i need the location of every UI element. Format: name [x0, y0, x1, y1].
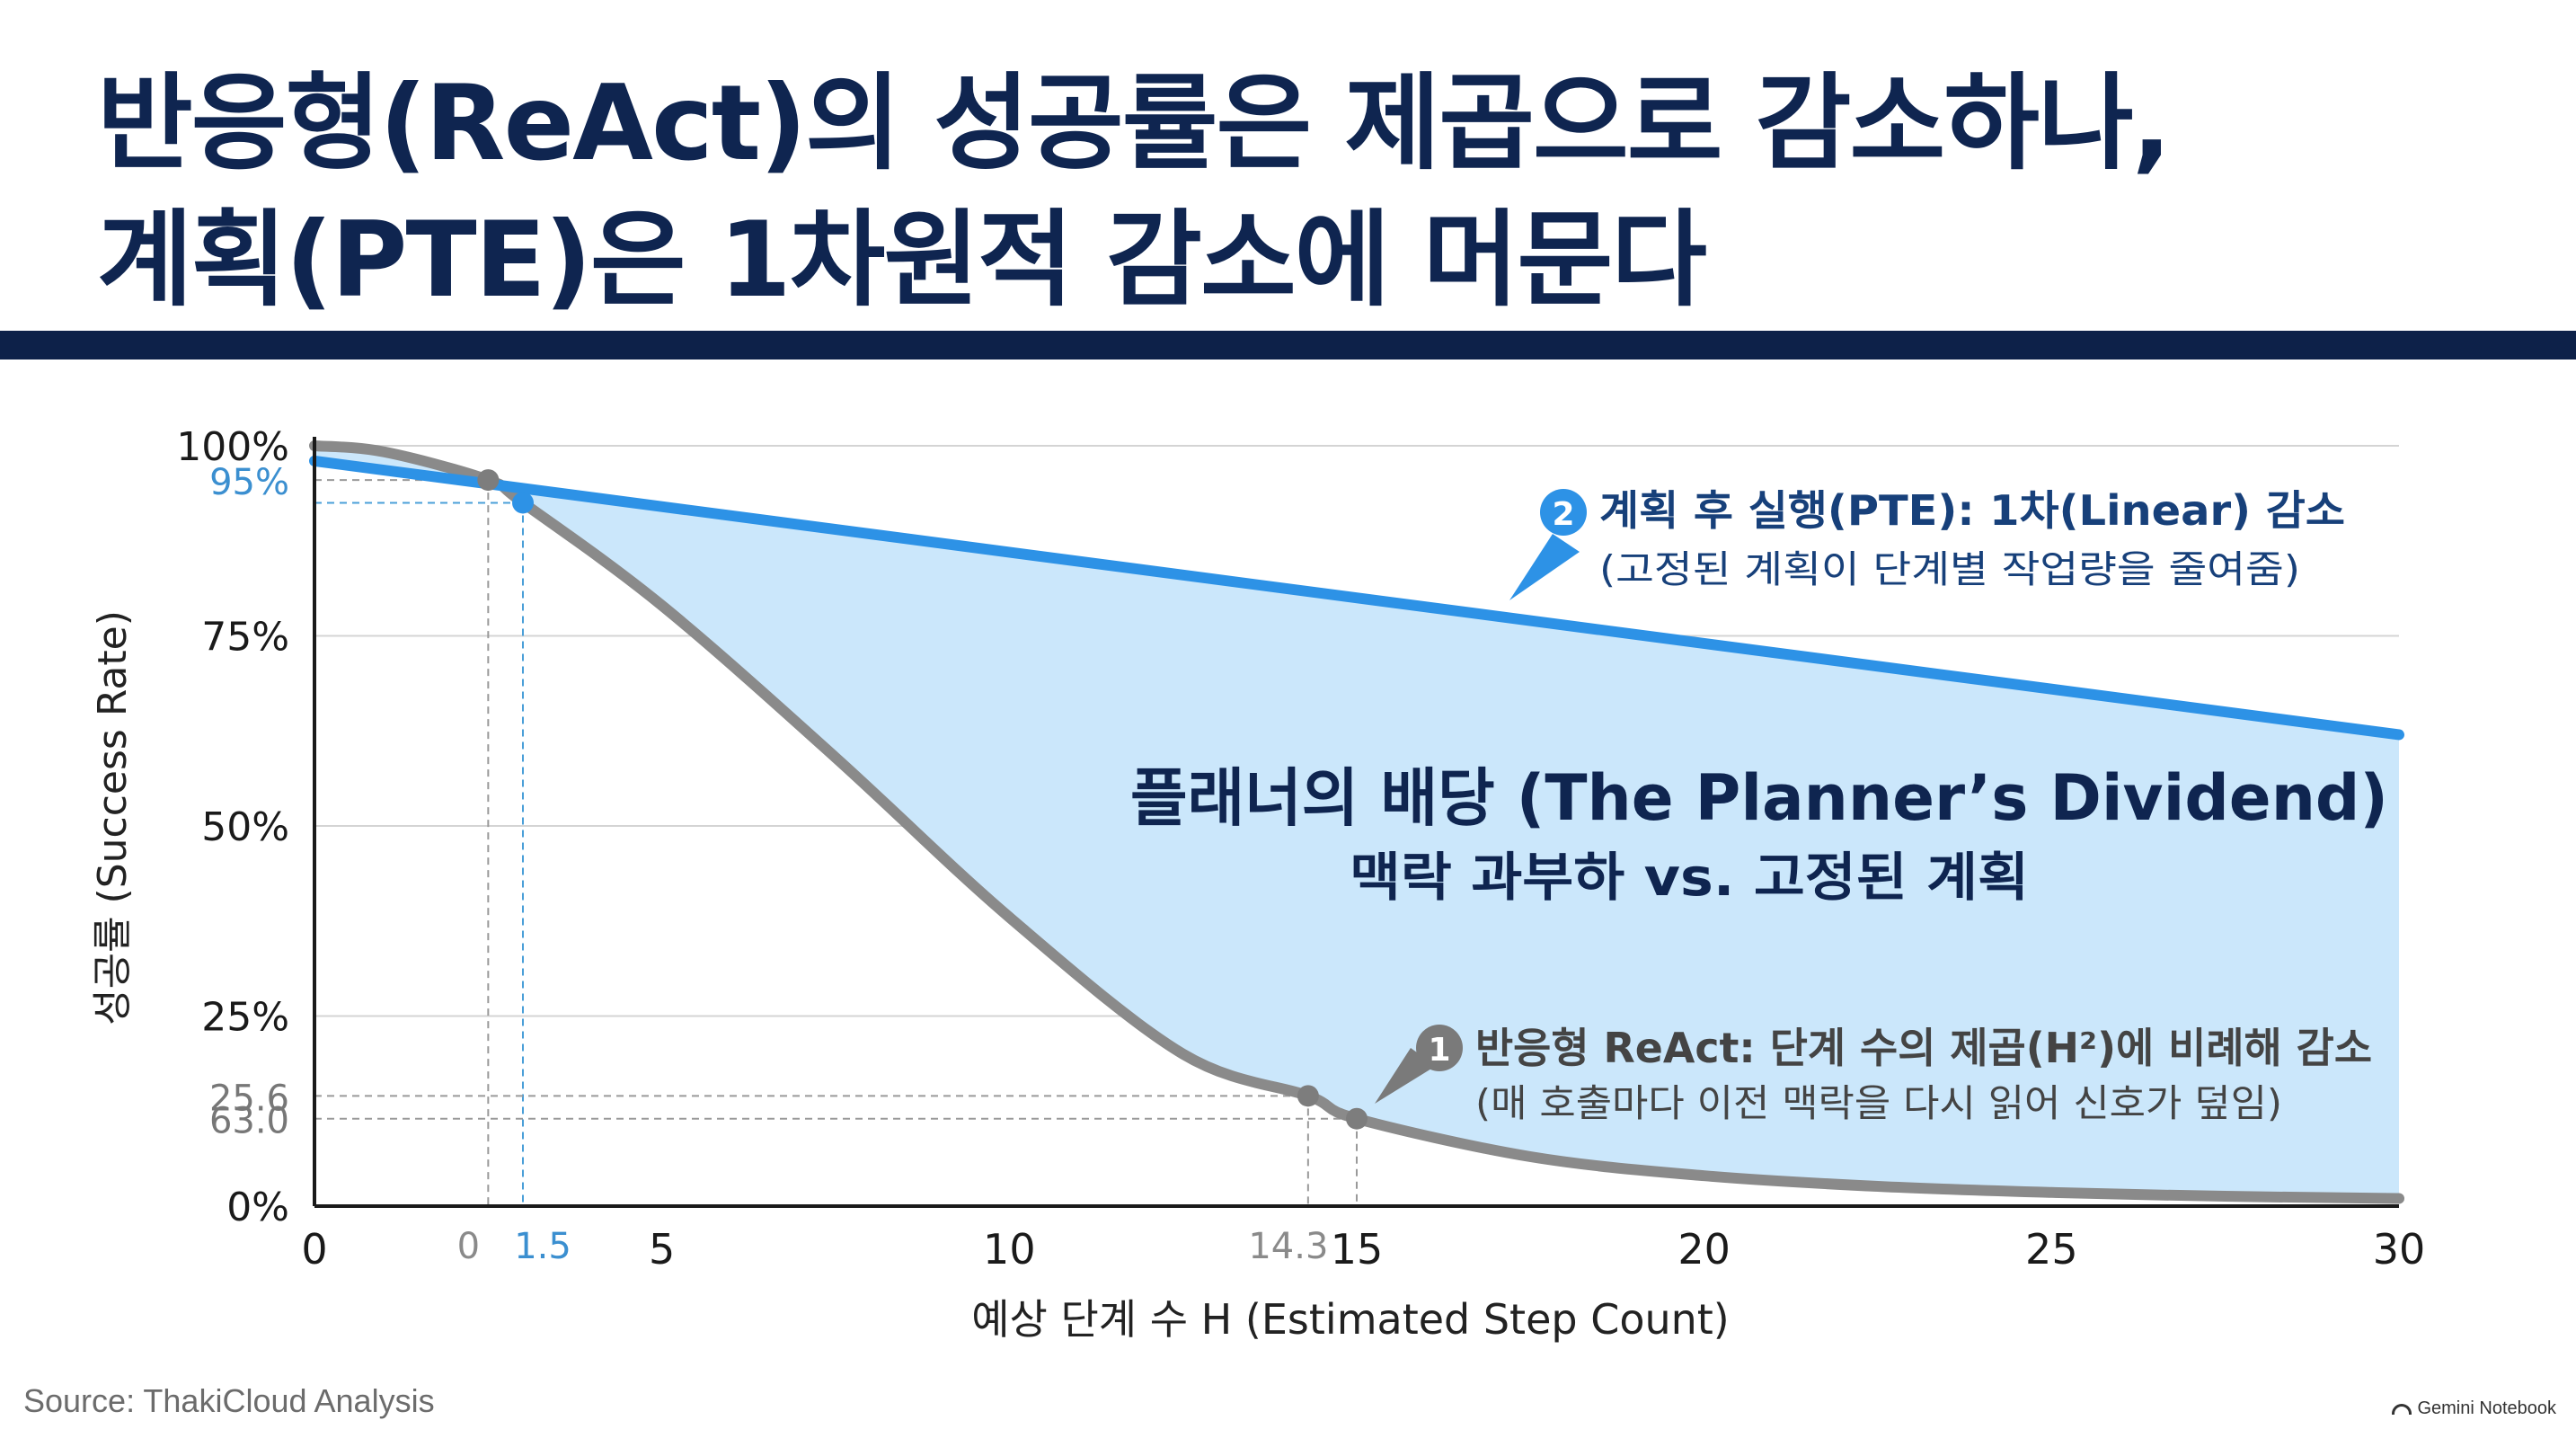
x-tick-label-6: 30	[2373, 1225, 2426, 1274]
dividend-area	[314, 446, 2399, 1199]
x-tick-label-4: 20	[1677, 1225, 1731, 1274]
y-axis-label: 성공률 (Success Rate)	[90, 610, 136, 1025]
data-marker-1	[512, 492, 534, 514]
react-annotation: 1 반응형 ReAct: 단계 수의 제곱(H²)에 비례해 감소 (매 호출마…	[1375, 1024, 2372, 1125]
pte-badge-number: 2	[1552, 496, 1574, 533]
react-badge-number: 1	[1428, 1032, 1450, 1069]
pte-series-line	[309, 455, 2404, 741]
react-badge	[1416, 1025, 1463, 1071]
react-callout-pointer	[1375, 1048, 1436, 1104]
y-extra-label-1: 25.6	[209, 1078, 289, 1119]
title-line-1: 반응형(ReAct)의 성공률은 제곱으로 감소하나,	[97, 63, 2172, 184]
reference-x-label-1: 1.5	[514, 1226, 571, 1267]
dividend-title: 플래너의 배당 (The Planner’s Dividend)	[1130, 761, 2388, 835]
title-divider	[0, 331, 2576, 360]
react-series-line	[309, 440, 2404, 1204]
data-marker-2	[1297, 1085, 1319, 1107]
pte-badge	[1540, 489, 1587, 536]
data-markers	[477, 469, 1368, 1130]
pte-annotation-line2: (고정된 계획이 단계별 작업량을 줄여줌)	[1599, 547, 2300, 591]
brand-mark: Gemini Notebook	[2392, 1398, 2556, 1419]
y-tick-label-0: 0%	[226, 1185, 289, 1230]
x-tick-label-1: 5	[649, 1225, 675, 1274]
y-extra-label-0: 95%	[209, 462, 289, 503]
page-title: 반응형(ReAct)의 성공률은 제곱으로 감소하나, 계획(PTE)은 1차원…	[97, 56, 2172, 329]
y-extra-label-2: 63.0	[209, 1101, 289, 1142]
pte-callout-pointer	[1509, 534, 1580, 600]
x-tick-label-2: 10	[983, 1225, 1036, 1274]
dividend-subtitle: 맥락 과부하 vs. 고정된 계획	[1350, 847, 2029, 908]
reference-x-label-0: 0	[457, 1226, 480, 1267]
source-note: Source: ThakiCloud Analysis	[23, 1382, 435, 1419]
axes	[313, 437, 2399, 1208]
data-marker-0	[477, 469, 500, 492]
reference-x-label-2: 14.3	[1248, 1226, 1328, 1267]
brand-label: Gemini Notebook	[2417, 1398, 2556, 1418]
x-tick-label-0: 0	[301, 1225, 327, 1274]
x-axis-label: 예상 단계 수 H (Estimated Step Count)	[971, 1295, 1730, 1344]
y-tick-label-4: 100%	[176, 424, 289, 470]
y-tick-label-2: 50%	[201, 804, 289, 850]
notebook-logo-icon	[2392, 1403, 2412, 1415]
react-annotation-line1: 반응형 ReAct: 단계 수의 제곱(H²)에 비례해 감소	[1475, 1024, 2372, 1072]
pte-annotation: 2 계획 후 실행(PTE): 1차(Linear) 감소 (고정된 계획이 단…	[1509, 486, 2345, 600]
pte-annotation-line1: 계획 후 실행(PTE): 1차(Linear) 감소	[1599, 486, 2345, 535]
react-annotation-line2: (매 호출마다 이전 맥락을 다시 읽어 신호가 덮임)	[1475, 1081, 2282, 1125]
y-tick-label-1: 25%	[201, 995, 289, 1041]
y-tick-label-3: 75%	[201, 615, 289, 661]
title-line-2: 계획(PTE)은 1차원적 감소에 머문다	[97, 200, 1707, 321]
x-tick-label-3: 15	[1331, 1225, 1384, 1274]
data-marker-3	[1346, 1107, 1368, 1130]
x-tick-label-5: 25	[2025, 1225, 2078, 1274]
